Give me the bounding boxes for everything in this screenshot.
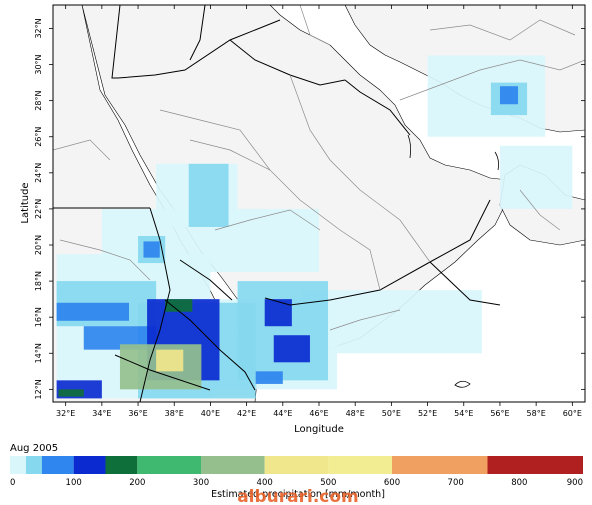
y-axis-title: Latitude — [20, 182, 31, 223]
x-axis-title: Longitude — [294, 424, 344, 435]
precip-cell-heavy — [499, 86, 519, 105]
border-line — [114, 354, 211, 391]
island — [454, 380, 471, 388]
lon-tick-label: 32°E — [56, 409, 75, 418]
precip-cell-heavy — [83, 326, 157, 350]
colorbar-ticks: 0 100 200 300 400 500 600 700 800 900 — [10, 478, 583, 488]
border-line — [53, 139, 111, 161]
colorbar-tick-label: 600 — [384, 478, 400, 488]
border-line — [429, 261, 501, 306]
colorbar-tick-label: 900 — [567, 478, 583, 488]
precip-cell-heavy — [56, 302, 129, 321]
colorbar-swatch — [41, 456, 74, 474]
border-line — [189, 139, 301, 201]
lon-tick-label: 50°E — [382, 409, 401, 418]
border-line — [117, 19, 281, 79]
lon-tick-label: 34°E — [92, 409, 111, 418]
lat-tick-label: 26°N — [34, 127, 43, 147]
legend-period: Aug 2005 — [10, 443, 58, 454]
lat-tick-label: 24°N — [34, 163, 43, 183]
colorbar-swatch — [10, 456, 26, 474]
precip-cell-very_heavy — [264, 299, 292, 327]
lon-tick-label: 60°E — [563, 409, 582, 418]
colorbar-tick-label: 500 — [320, 478, 336, 488]
lon-tick-label: 38°E — [165, 409, 184, 418]
lat-tick-label: 16°N — [34, 307, 43, 327]
colorbar-tick-label: 400 — [257, 478, 273, 488]
colorbar — [10, 456, 583, 474]
colorbar-tick-label: 0 — [10, 478, 15, 488]
lon-tick-label: 42°E — [237, 409, 256, 418]
lat-tick-label: 32°N — [34, 18, 43, 38]
lon-tick-label: 58°E — [527, 409, 546, 418]
border-line — [399, 59, 585, 101]
colorbar-swatch — [137, 456, 201, 474]
border-line — [214, 209, 321, 231]
latitude-ticks: 12°N 14°N 16°N 18°N 20°N 22°N 24°N 26°N 28°N 30°N… — [34, 18, 585, 399]
borders-layer — [53, 5, 585, 402]
lon-tick-label: 40°E — [201, 409, 220, 418]
precip-cell-yellow — [156, 349, 184, 372]
border-line — [289, 74, 431, 263]
lon-tick-label: 52°E — [418, 409, 437, 418]
colorbar-swatch — [73, 456, 106, 474]
precip-cell-dark_green — [165, 299, 193, 312]
precip-cell-very_heavy — [273, 335, 310, 363]
border-line — [299, 5, 331, 46]
border-line — [159, 109, 271, 171]
lat-tick-label: 14°N — [34, 343, 43, 363]
border-line — [179, 259, 233, 301]
border-line — [139, 207, 171, 402]
colorbar-swatch — [487, 456, 583, 474]
colorbar-swatch — [201, 456, 265, 474]
border-line — [111, 5, 121, 79]
colorbar-swatch — [105, 456, 138, 474]
precip-cell-heavy — [143, 241, 160, 258]
colorbar-swatch — [264, 456, 329, 474]
colorbar-swatch — [328, 456, 392, 474]
precip-cell-light — [300, 290, 482, 354]
border-line — [344, 79, 411, 136]
colorbar-tick-label: 200 — [129, 478, 145, 488]
lon-tick-label: 56°E — [490, 409, 509, 418]
precip-cell-light — [499, 145, 573, 209]
lon-tick-label: 48°E — [346, 409, 365, 418]
lat-tick-label: 28°N — [34, 91, 43, 111]
precip-cell-dark_green — [58, 389, 84, 397]
border-line — [299, 199, 381, 291]
precip-cell-moderate — [188, 163, 229, 227]
lon-tick-label: 46°E — [309, 409, 328, 418]
island — [407, 134, 412, 159]
precip-layer — [56, 55, 573, 399]
colorbar-tick-label: 700 — [448, 478, 464, 488]
border-line — [519, 189, 561, 231]
border-line — [329, 309, 401, 331]
colorbar-swatch — [392, 456, 488, 474]
lat-tick-label: 12°N — [34, 379, 43, 399]
longitude-ticks: 32°E 34°E 36°E 38°E 40°E 42°E 44°E 46°E 48°E 50°E… — [56, 5, 582, 418]
colorbar-tick-label: 100 — [66, 478, 82, 488]
colorbar-swatch — [25, 456, 42, 474]
lon-tick-label: 44°E — [273, 409, 292, 418]
lat-tick-label: 18°N — [34, 271, 43, 291]
lat-tick-label: 22°N — [34, 199, 43, 219]
colorbar-tick-label: 300 — [193, 478, 209, 488]
watermark: alburari.com — [237, 487, 359, 505]
border-line — [164, 299, 256, 391]
island — [494, 151, 499, 171]
border-line — [59, 239, 151, 281]
lon-tick-label: 36°E — [128, 409, 147, 418]
lat-tick-label: 30°N — [34, 54, 43, 74]
colorbar-title: Estimated precipitation [mm/month] — [211, 489, 385, 500]
precip-cell-light — [427, 55, 546, 137]
border-line — [429, 19, 576, 41]
border-line — [189, 5, 206, 61]
colorbar-tick-label: 800 — [511, 478, 527, 488]
lon-tick-label: 54°E — [454, 409, 473, 418]
lat-tick-label: 20°N — [34, 235, 43, 255]
precip-cell-heavy — [255, 371, 283, 384]
